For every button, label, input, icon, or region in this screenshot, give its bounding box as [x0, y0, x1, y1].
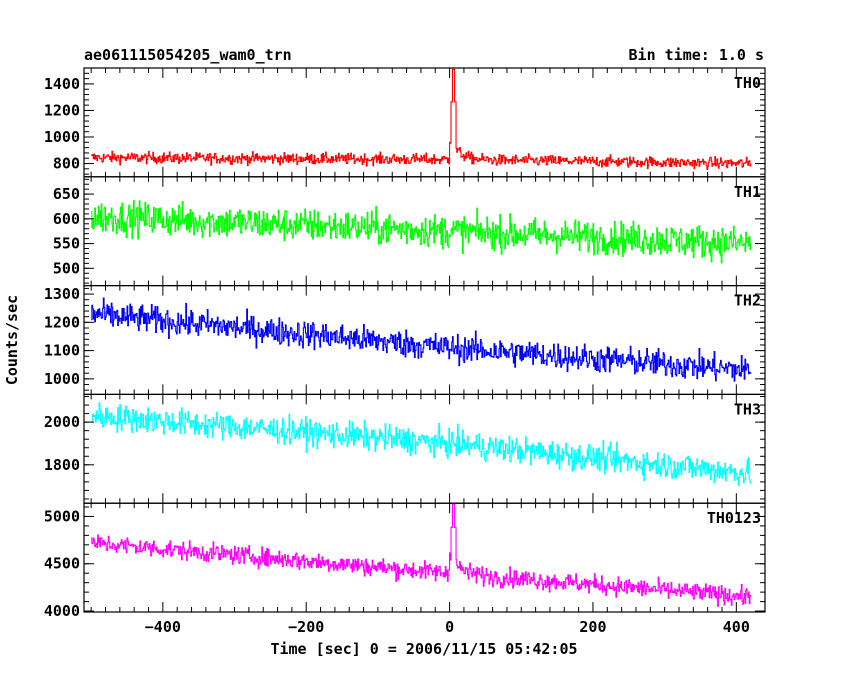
- x-tick-label: 400: [723, 618, 750, 636]
- panel-th2: 1000 1100 1200 1300 TH2: [44, 285, 766, 396]
- panel-label: TH2: [734, 292, 761, 310]
- y-tick-label: 550: [53, 235, 80, 253]
- x-tick-label: 0: [445, 618, 454, 636]
- y-tick-label: 1300: [44, 285, 80, 303]
- x-tick-label: −400: [145, 618, 181, 636]
- series-th1: [91, 199, 752, 264]
- y-tick-label: 1000: [44, 370, 80, 388]
- x-axis: −400 −200 0 200 400: [145, 618, 750, 636]
- y-tick-label: 1200: [44, 313, 80, 331]
- x-tick-label: −200: [288, 618, 324, 636]
- y-tick-label: 500: [53, 259, 80, 277]
- series-th0123: [91, 503, 752, 607]
- panel-label: TH0: [734, 74, 761, 92]
- y-tick-label: 1000: [44, 128, 80, 146]
- series-th0: [91, 68, 752, 170]
- y-tick-label: 1400: [44, 75, 80, 93]
- y-tick-label: 4000: [44, 602, 80, 620]
- panel-label: TH3: [734, 400, 761, 418]
- panel-label: TH0123: [707, 509, 761, 527]
- panel-frame: [83, 285, 766, 396]
- x-axis-label: Time [sec] 0 = 2006/11/15 05:42:05: [270, 640, 577, 658]
- panel-th1: 500 550 600 650 TH1: [53, 176, 766, 287]
- panel-th0: 800 1000 1200 1400 TH0: [44, 67, 766, 178]
- y-tick-label: 5000: [44, 507, 80, 525]
- y-tick-label: 1200: [44, 101, 80, 119]
- y-tick-label: 4500: [44, 555, 80, 573]
- y-tick-label: 650: [53, 185, 80, 203]
- y-tick-label: 600: [53, 210, 80, 228]
- y-axis-label: Counts/sec: [3, 295, 21, 385]
- panels-group: 800 1000 1200 1400 TH0 500 550 600 650 TH1 1000 110…: [44, 67, 766, 620]
- y-tick-label: 1100: [44, 342, 80, 360]
- panel-frame: [83, 176, 766, 287]
- plot-title: ae061115054205_wam0_trn: [84, 46, 292, 64]
- panel-label: TH1: [734, 183, 761, 201]
- panel-frame: [83, 393, 766, 504]
- x-tick-label: 200: [579, 618, 606, 636]
- y-tick-label: 1800: [44, 456, 80, 474]
- panel-frame: [83, 502, 766, 613]
- panel-th3: 1800 2000 TH3: [44, 393, 766, 504]
- panel-th0123: 4000 4500 5000 TH0123: [44, 502, 766, 620]
- series-th3: [91, 402, 752, 486]
- y-tick-label: 2000: [44, 413, 80, 431]
- bin-time-label: Bin time: 1.0 s: [629, 46, 764, 64]
- series-th2: [91, 297, 752, 382]
- y-tick-label: 800: [53, 155, 80, 173]
